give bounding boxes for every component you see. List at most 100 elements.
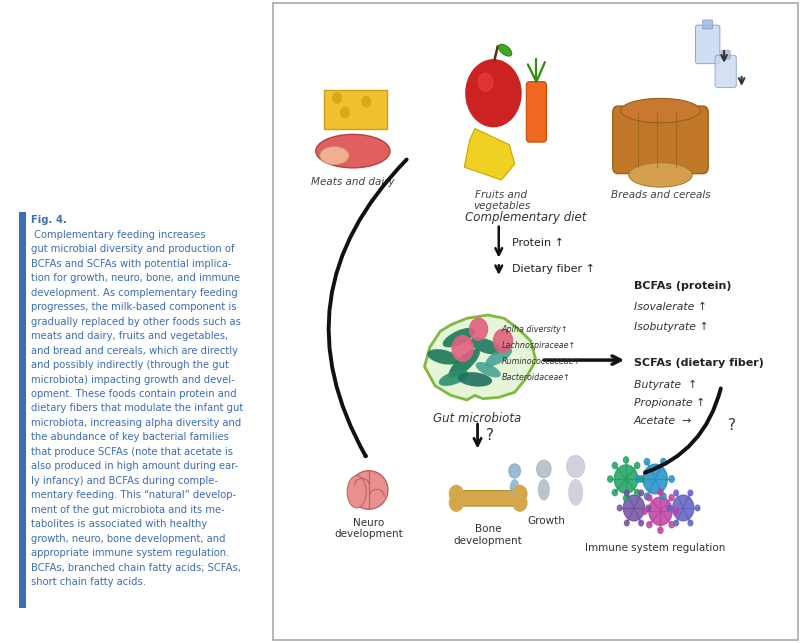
Text: Neuro
development: Neuro development	[335, 518, 403, 539]
Ellipse shape	[449, 349, 480, 377]
Circle shape	[658, 489, 663, 495]
Text: Butyrate  ↑: Butyrate ↑	[634, 379, 697, 390]
Text: tabolites is associated with healthy: tabolites is associated with healthy	[31, 519, 207, 529]
Text: ment of the gut microbiota and its me-: ment of the gut microbiota and its me-	[31, 505, 225, 515]
Text: meats and dairy, fruits and vegetables,: meats and dairy, fruits and vegetables,	[31, 331, 228, 341]
Circle shape	[644, 458, 650, 465]
Text: BCFAs, branched chain fatty acids; SCFAs,: BCFAs, branched chain fatty acids; SCFAs…	[31, 563, 241, 573]
Text: Complementary feeding increases: Complementary feeding increases	[31, 230, 206, 240]
Text: Complementary diet: Complementary diet	[465, 211, 586, 224]
Ellipse shape	[457, 372, 492, 386]
Circle shape	[625, 520, 629, 526]
Circle shape	[625, 490, 629, 496]
Text: gut microbial diversity and production of: gut microbial diversity and production o…	[31, 244, 235, 255]
Text: Dietary fiber ↑: Dietary fiber ↑	[512, 264, 595, 274]
Text: ?: ?	[485, 428, 493, 444]
Circle shape	[612, 489, 618, 496]
Circle shape	[638, 520, 643, 526]
Text: Isobutyrate ↑: Isobutyrate ↑	[634, 322, 709, 332]
FancyBboxPatch shape	[721, 50, 731, 59]
Circle shape	[639, 476, 644, 482]
Text: SCFAs (dietary fiber): SCFAs (dietary fiber)	[634, 358, 764, 368]
Circle shape	[674, 508, 678, 514]
Ellipse shape	[347, 476, 366, 508]
Text: growth, neuro, bone development, and: growth, neuro, bone development, and	[31, 534, 226, 544]
Text: appropriate immune system regulation.: appropriate immune system regulation.	[31, 548, 230, 558]
Text: also produced in high amount during ear-: also produced in high amount during ear-	[31, 462, 239, 471]
Polygon shape	[465, 129, 515, 180]
FancyBboxPatch shape	[613, 106, 708, 174]
Text: BCFAs and SCFAs with potential implica-: BCFAs and SCFAs with potential implica-	[31, 258, 231, 269]
Ellipse shape	[350, 471, 388, 509]
Ellipse shape	[439, 370, 469, 386]
Circle shape	[661, 458, 666, 465]
Ellipse shape	[485, 347, 512, 367]
Text: Aplha diversity↑: Aplha diversity↑	[501, 325, 568, 334]
Text: ?: ?	[728, 418, 736, 433]
Circle shape	[614, 465, 638, 493]
Text: and bread and cereals, which are directly: and bread and cereals, which are directl…	[31, 346, 238, 356]
Text: BCFAs (protein): BCFAs (protein)	[634, 281, 731, 291]
Ellipse shape	[476, 362, 501, 377]
Text: ly infancy) and BCFAs during comple-: ly infancy) and BCFAs during comple-	[31, 476, 218, 486]
Text: gradually replaced by other foods such as: gradually replaced by other foods such a…	[31, 316, 241, 327]
Ellipse shape	[537, 479, 550, 500]
FancyBboxPatch shape	[273, 3, 799, 640]
Circle shape	[332, 93, 341, 103]
Circle shape	[658, 527, 663, 534]
Circle shape	[449, 494, 463, 511]
Polygon shape	[324, 90, 388, 129]
Text: development. As complementary feeding: development. As complementary feeding	[31, 288, 238, 298]
Text: that produce SCFAs (note that acetate is: that produce SCFAs (note that acetate is	[31, 447, 233, 457]
Circle shape	[638, 490, 643, 496]
Circle shape	[466, 60, 521, 127]
Bar	[19, 212, 26, 608]
Text: microbiota, increasing alpha diversity and: microbiota, increasing alpha diversity a…	[31, 418, 241, 428]
Circle shape	[688, 520, 693, 526]
Circle shape	[452, 336, 473, 361]
Circle shape	[509, 464, 521, 478]
Text: short chain fatty acids.: short chain fatty acids.	[31, 577, 146, 587]
Circle shape	[566, 456, 585, 477]
Circle shape	[643, 464, 667, 494]
Ellipse shape	[443, 328, 475, 347]
Circle shape	[340, 107, 349, 118]
FancyBboxPatch shape	[715, 55, 736, 87]
Text: Gut microbiota: Gut microbiota	[433, 412, 521, 424]
Text: Immune system regulation: Immune system regulation	[585, 543, 726, 554]
Text: dietary fibers that modulate the infant gut: dietary fibers that modulate the infant …	[31, 404, 244, 413]
Text: Fig. 4.: Fig. 4.	[31, 215, 67, 226]
Circle shape	[493, 329, 513, 352]
Text: progresses, the milk-based component is: progresses, the milk-based component is	[31, 302, 236, 312]
Circle shape	[469, 318, 488, 340]
Text: microbiota) impacting growth and devel-: microbiota) impacting growth and devel-	[31, 374, 235, 385]
Circle shape	[674, 520, 678, 526]
Circle shape	[646, 505, 650, 511]
Text: Protein ↑: Protein ↑	[512, 238, 564, 248]
Circle shape	[449, 485, 463, 502]
Ellipse shape	[320, 147, 349, 165]
Ellipse shape	[509, 479, 520, 496]
Circle shape	[695, 505, 700, 511]
Circle shape	[669, 521, 674, 528]
Ellipse shape	[469, 338, 501, 354]
Circle shape	[612, 462, 618, 469]
Circle shape	[634, 462, 640, 469]
Text: Meats and dairy: Meats and dairy	[311, 177, 395, 187]
Text: Lachnospiraceae↑: Lachnospiraceae↑	[501, 341, 576, 350]
Text: and possibly indirectly (through the gut: and possibly indirectly (through the gut	[31, 360, 229, 370]
Circle shape	[669, 476, 674, 482]
Circle shape	[362, 96, 370, 107]
Text: Propionate ↑: Propionate ↑	[634, 397, 705, 408]
Circle shape	[649, 497, 672, 525]
Text: Bone
development: Bone development	[454, 524, 522, 546]
Ellipse shape	[316, 134, 390, 168]
Circle shape	[666, 505, 671, 511]
Text: Isovalerate ↑: Isovalerate ↑	[634, 302, 707, 312]
FancyArrowPatch shape	[328, 159, 407, 456]
Text: Bacteroidaceae↑: Bacteroidaceae↑	[501, 373, 570, 382]
Circle shape	[644, 493, 650, 500]
Text: Fruits and
vegetables: Fruits and vegetables	[473, 190, 530, 212]
FancyBboxPatch shape	[457, 491, 519, 506]
Circle shape	[673, 495, 694, 521]
